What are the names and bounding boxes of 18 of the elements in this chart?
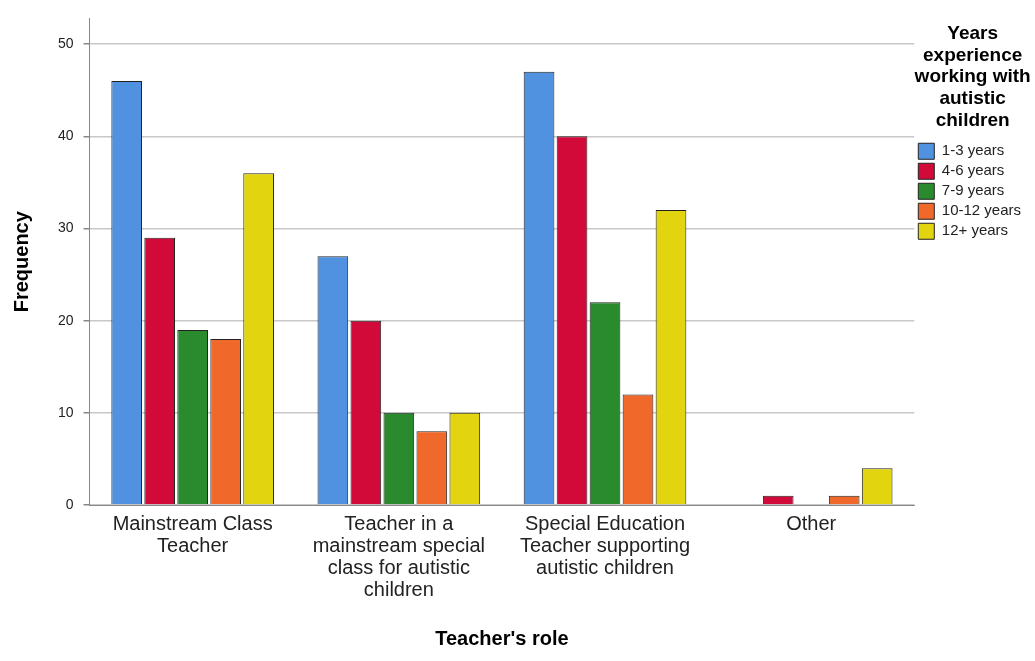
- legend-title: Years experience working with autistic children: [913, 21, 1031, 131]
- legend-label: 4-6 years: [941, 161, 1005, 179]
- legend-label: 7-9 years: [941, 181, 1005, 199]
- y-tick-label: 10: [57, 403, 74, 420]
- x-axis-title: Teacher's role: [435, 626, 569, 649]
- y-tick-label: 30: [57, 219, 74, 236]
- x-tick-label: Teacher in a mainstream special class for autistic children: [312, 511, 485, 600]
- y-tick-label: 40: [57, 127, 74, 144]
- x-tick-label: Other: [786, 511, 837, 534]
- y-tick-label: 20: [57, 311, 74, 328]
- y-axis-title: Frequency: [9, 210, 32, 313]
- legend-label: 10-12 years: [941, 201, 1022, 219]
- legend-label: 12+ years: [941, 221, 1009, 239]
- x-tick-label: Mainstream Class Teacher: [112, 511, 273, 556]
- x-tick-label: Special Education Teacher supporting autistic children: [519, 511, 691, 578]
- legend-label: 1-3 years: [941, 141, 1005, 159]
- y-tick-label: 0: [65, 495, 74, 512]
- y-tick-label: 50: [57, 35, 74, 52]
